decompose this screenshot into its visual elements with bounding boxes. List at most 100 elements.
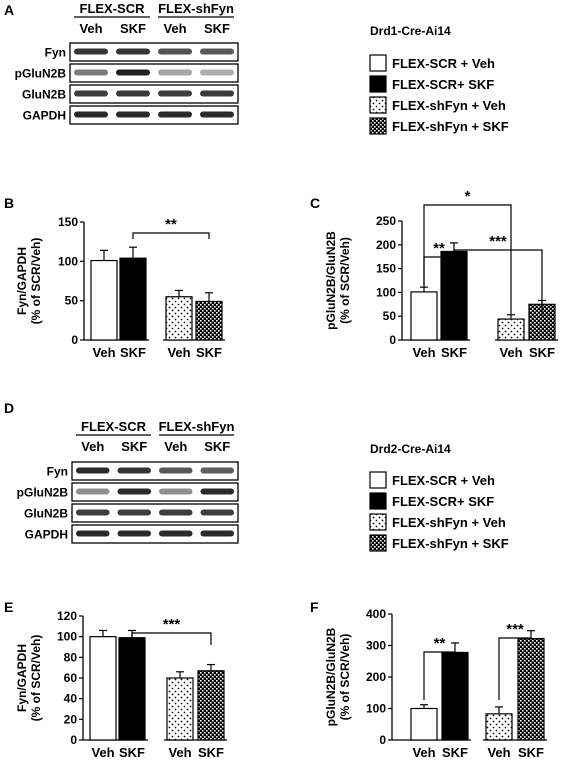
bar [119, 257, 147, 341]
blot-row-label: Fyn [47, 465, 68, 479]
blot-band [159, 467, 193, 474]
significance-bracket [423, 651, 455, 700]
bar [441, 651, 469, 741]
blot-band [116, 90, 150, 97]
y-tick-label: 150 [376, 262, 396, 276]
blot-lane-label: SKF [204, 21, 230, 36]
legend-entry-label: FLEX-shFyn + Veh [392, 515, 506, 530]
blot-band [158, 69, 192, 76]
y-axis-label: Fyn/GAPDH(% of SCR/Veh) [15, 238, 43, 325]
blot-band [76, 530, 110, 537]
blot-row-label: GAPDH [23, 109, 66, 123]
blot-group-label: FLEX-shFyn [159, 419, 235, 434]
blot-band [117, 530, 151, 537]
blot-row-box [69, 42, 239, 62]
blot-row-box [71, 503, 239, 523]
significance-label: *** [163, 616, 181, 633]
panel-letter-a: A [4, 2, 14, 18]
blot-lane-label: SKF [121, 439, 147, 454]
legend-swatch [369, 54, 387, 72]
blot-row-box [69, 105, 239, 125]
x-tick-label: SKF [441, 345, 467, 360]
y-tick-label: 0 [70, 733, 77, 747]
blot-row-box [71, 482, 239, 502]
y-tick-label: 200 [366, 670, 386, 684]
x-tick-label: Veh [412, 745, 435, 760]
y-tick-label: 80 [64, 650, 78, 664]
blot-group-label: FLEX-SCR [81, 419, 147, 434]
y-axis-label: pGluN2B/GluN2B(% of SCR/Veh) [324, 231, 352, 330]
bar-chart-f: pGluN2B/GluN2B(% of SCR/Veh) 0 100 200 300 40… [324, 607, 547, 760]
legend-a: Drd1-Cre-Ai14 FLEX-SCR + Veh FLEX-SCR+ SKF… [369, 24, 509, 135]
significance-label: *** [489, 233, 507, 250]
blot-band [158, 111, 192, 118]
legend-swatch [369, 471, 387, 489]
significance-bracket [423, 204, 512, 314]
y-tick-label: 0 [389, 333, 396, 347]
blot-band [200, 69, 234, 76]
blot-row-label: pGluN2B [17, 486, 69, 500]
x-tick-label: Veh [487, 745, 510, 760]
blot-band [200, 467, 234, 474]
y-tick-label: 0 [379, 733, 386, 747]
x-tick-label: Veh [167, 345, 190, 360]
x-tick-label: SKF [196, 345, 222, 360]
blot-band [200, 111, 234, 118]
x-tick-label: Veh [499, 345, 522, 360]
bar [197, 670, 225, 741]
x-tick-label: Veh [168, 745, 191, 760]
blot-lane-label: Veh [163, 21, 186, 36]
bar [90, 259, 118, 341]
panel-letter-c: C [310, 195, 320, 211]
blot-row-box [69, 84, 239, 104]
x-tick-label: SKF [120, 345, 146, 360]
blot-row-box [69, 63, 239, 83]
blot-row-box [71, 524, 239, 544]
significance-bracket [131, 632, 212, 645]
blot-band [159, 530, 193, 537]
blot-band [74, 111, 108, 118]
panel-letter-b: B [4, 195, 14, 211]
y-tick-label: 0 [71, 333, 78, 347]
significance-label: ** [434, 635, 446, 652]
blot-band [74, 69, 108, 76]
y-tick-label: 50 [65, 294, 79, 308]
bar-chart-e: Fyn/GAPDH(% of SCR/Veh) 0 20 40 60 80 100 120 Ve… [15, 609, 227, 760]
y-tick-label: 400 [366, 607, 386, 621]
blot-band [159, 488, 193, 495]
y-tick-label: 100 [58, 254, 78, 268]
bar [410, 291, 438, 341]
blot-band [117, 509, 151, 516]
legend-entry-label: FLEX-shFyn + SKF [392, 536, 509, 551]
y-tick-label: 250 [376, 214, 396, 228]
blot-band [159, 509, 193, 516]
significance-bracket [498, 637, 531, 700]
legend-swatch [369, 492, 387, 510]
legend-d: Drd2-Cre-Ai14 FLEX-SCR + Veh FLEX-SCR+ SKF… [369, 442, 509, 552]
legend-swatch [369, 513, 387, 531]
blot-band [200, 509, 234, 516]
blot-lane-label: Veh [81, 439, 104, 454]
y-tick-label: 20 [64, 712, 78, 726]
y-axis-label: pGluN2B/GluN2B(% of SCR/Veh) [324, 627, 352, 726]
x-tick-label: Veh [91, 745, 114, 760]
blot-row-label: GAPDH [25, 528, 68, 542]
blot-row-label: GluN2B [22, 88, 66, 102]
significance-bracket [132, 232, 210, 239]
significance-label: *** [506, 621, 524, 638]
blot-lane-label: Veh [79, 21, 102, 36]
y-tick-label: 100 [366, 702, 386, 716]
x-tick-label: SKF [518, 745, 544, 760]
bar [165, 296, 193, 341]
blot-band [76, 488, 110, 495]
legend-swatch [369, 534, 387, 552]
legend-title: Drd2-Cre-Ai14 [370, 442, 451, 456]
blot-group-label: FLEX-SCR [80, 1, 146, 16]
panel-letter-e: E [4, 599, 13, 615]
blot-band [200, 488, 234, 495]
bar-chart-c: pGluN2B/GluN2B(% of SCR/Veh) 0 50 100 150 200… [324, 188, 558, 360]
legend-title: Drd1-Cre-Ai14 [370, 24, 451, 38]
legend-swatch [369, 117, 387, 135]
x-tick-label: SKF [442, 745, 468, 760]
